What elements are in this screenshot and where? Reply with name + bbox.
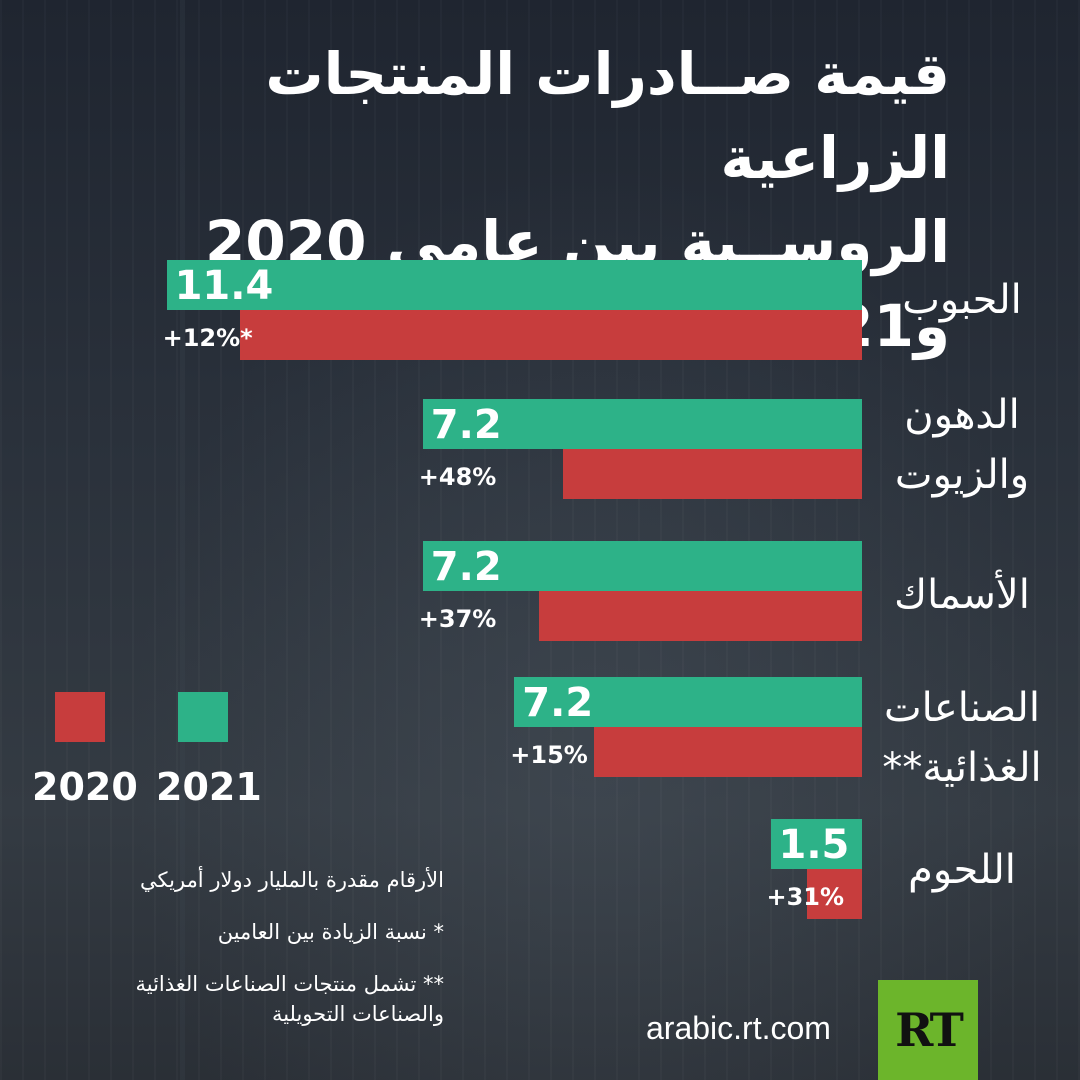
note-star: * نسبة الزيادة بين العامين (217, 920, 444, 944)
category-label: الأسماك (872, 565, 1052, 625)
bar-2020 (807, 869, 862, 919)
category-label-line: اللحوم (908, 847, 1016, 893)
category-label: اللحوم (872, 840, 1052, 900)
category-label: الصناعات الغذائية** (872, 678, 1052, 798)
increase-label: +12%* (162, 324, 253, 352)
legend-swatch-2021 (178, 692, 228, 742)
category-label-line: الأسماك (894, 572, 1030, 618)
footnotes: الأرقام مقدرة بالمليار دولار أمريكي * نس… (44, 865, 444, 1029)
title-line-1: قيمة صــادرات المنتجات الزراعية (265, 40, 950, 192)
category-label-line: الدهون (904, 392, 1020, 438)
bar-2021 (166, 260, 862, 310)
category-label: الدهون والزيوت (872, 385, 1052, 505)
bar-2021 (514, 677, 862, 727)
legend-swatch-2020 (55, 692, 105, 742)
category-label-line: الصناعات (884, 685, 1040, 731)
site-url: arabic.rt.com (646, 1010, 831, 1046)
bar-2021 (770, 819, 862, 869)
category-label: الحبوب (872, 270, 1052, 330)
bar-2020 (239, 310, 862, 360)
bar-2020 (563, 449, 862, 499)
increase-label: +15% (510, 741, 588, 769)
bar-2020 (538, 591, 862, 641)
value-label: 7.2 (430, 402, 502, 448)
bar-2021 (422, 399, 862, 449)
note-double-star: ** تشمل منتجات الصناعات الغذائية والصناع… (135, 972, 444, 1026)
rt-logo-text: RT (895, 1003, 964, 1057)
bar-2021 (422, 541, 862, 591)
increase-label: +37% (418, 605, 497, 633)
category-label-line: الحبوب (902, 277, 1022, 323)
category-label-line: الغذائية** (882, 745, 1042, 791)
increase-label: +48% (418, 463, 497, 491)
value-label: 11.4 (174, 263, 274, 309)
bar-2020 (593, 727, 862, 777)
value-label: 7.2 (430, 544, 502, 590)
increase-label: +31% (766, 883, 845, 911)
value-label: 7.2 (522, 680, 594, 726)
legend-label-2020: 2020 (32, 765, 138, 809)
legend-label-2021: 2021 (156, 765, 262, 809)
value-label: 1.5 (778, 822, 850, 868)
rt-logo: RT (878, 980, 978, 1080)
note-units: الأرقام مقدرة بالمليار دولار أمريكي (140, 868, 444, 892)
category-label-line: والزيوت (894, 452, 1030, 498)
